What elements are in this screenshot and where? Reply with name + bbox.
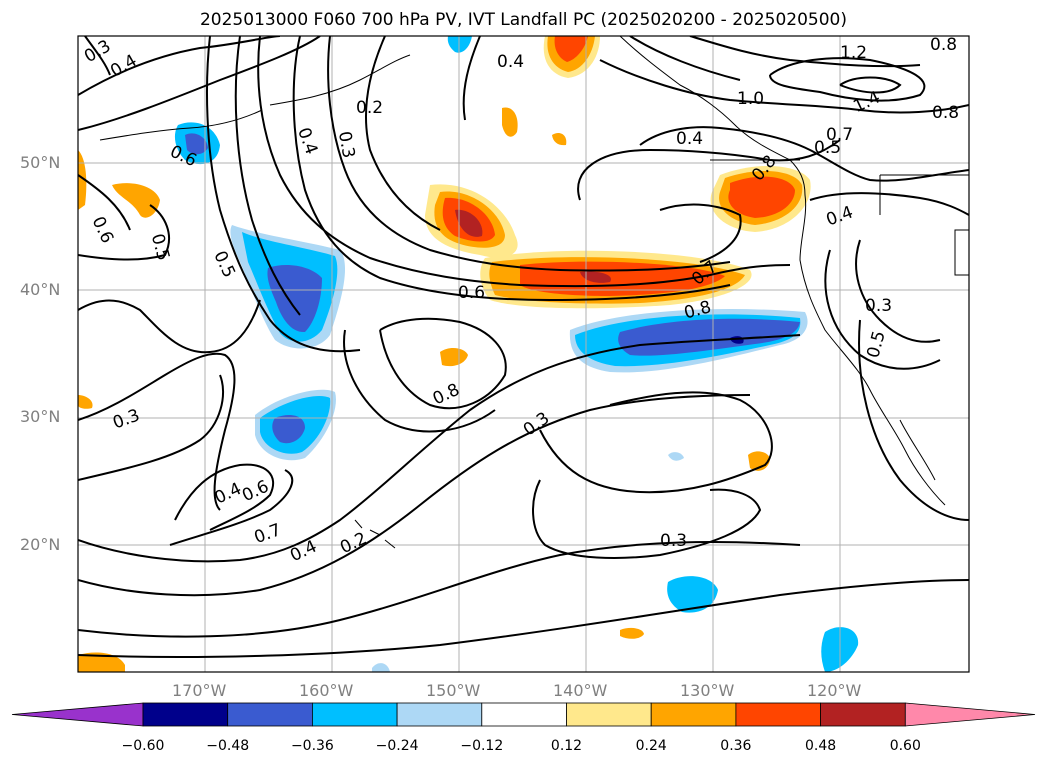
contour-label: 0.3: [865, 296, 892, 316]
contour-label: 0.3: [334, 130, 358, 160]
colorbar-extend-high: [904, 702, 1036, 727]
pos-anomaly-blob: [620, 627, 644, 639]
lat-label-50n: 50°N: [20, 153, 61, 172]
neg-anomaly-blob: [372, 663, 390, 672]
colorbar-tick-label: 0.24: [635, 738, 667, 754]
contour-label: 0.7: [826, 125, 853, 145]
lon-label-120w: 120°W: [807, 681, 862, 700]
map-plot: [78, 36, 969, 672]
colorbar-tick-label: 0.36: [720, 738, 752, 754]
colorbar-segment: [227, 702, 313, 727]
colorbar-tick-label: −0.24: [375, 738, 419, 754]
pos-anomaly-blob: [580, 271, 611, 283]
graticule: [78, 36, 969, 672]
colorbar-segment: [311, 702, 398, 727]
lon-label-150w: 150°W: [426, 681, 481, 700]
contour-label: 1.0: [737, 89, 764, 109]
contour-label: 0.2: [337, 529, 370, 559]
lat-label-40n: 40°N: [20, 280, 61, 299]
pos-anomaly-blob: [78, 652, 125, 672]
pos-anomaly-blob: [78, 395, 93, 409]
pos-anomaly-blob: [455, 209, 483, 237]
neg-anomaly-blob: [272, 415, 305, 444]
neg-anomaly-blob: [618, 318, 800, 356]
contour-label: 1.2: [840, 43, 867, 63]
pos-anomaly-blob: [78, 150, 87, 210]
contour-label: 0.6: [458, 283, 485, 303]
pos-anomaly-blob: [554, 36, 588, 62]
colorbar-tick-label: 0.12: [550, 738, 583, 754]
colorbar-tick-label: −0.12: [460, 738, 504, 754]
colorbar-tick-label: −0.48: [206, 738, 250, 754]
lon-label-170w: 170°W: [172, 681, 227, 700]
pv-contours: [78, 36, 969, 658]
colorbar-segment: [396, 702, 483, 727]
contour-label: 0.6: [88, 214, 118, 247]
neg-anomaly-blob: [447, 36, 472, 53]
colorbar-segment: [650, 702, 737, 727]
pos-anomaly-blob: [112, 183, 160, 218]
colorbar-tick-label: 0.60: [889, 738, 921, 754]
pos-anomaly-blob: [728, 176, 795, 218]
colorbar-segment: [142, 702, 229, 727]
neg-anomaly-blob: [267, 265, 322, 333]
colorbar-extend-low: [11, 702, 144, 727]
lat-label-30n: 30°N: [20, 407, 61, 426]
colorbar-segment: [481, 702, 567, 727]
contour-label: 0.5: [814, 138, 841, 158]
contour-label: 0.6: [239, 477, 272, 507]
lon-label-140w: 140°W: [553, 681, 608, 700]
colorbar-tick-label: 0.48: [805, 738, 837, 754]
contour-label: 0.3: [110, 405, 142, 433]
colorbar-segment: [566, 702, 652, 727]
colorbar-tick-label: −0.36: [290, 738, 334, 754]
pos-anomaly-blob: [440, 348, 468, 367]
neg-anomaly-blob: [667, 576, 718, 613]
lat-label-20n: 20°N: [20, 535, 61, 554]
contour-label: 0.8: [930, 35, 957, 55]
colorbar-tick-label: −0.60: [121, 738, 165, 754]
map-title: 2025013000 F060 700 hPa PV, IVT Landfall…: [199, 10, 847, 30]
contour-label: 0.3: [660, 531, 687, 551]
contour-label: 0.4: [676, 129, 703, 149]
contour-label: 0.5: [863, 329, 889, 360]
contour-label: 0.4: [497, 52, 524, 72]
lon-label-160w: 160°W: [299, 681, 354, 700]
pos-anomaly-blob: [502, 107, 518, 137]
neg-anomaly-blob: [185, 133, 208, 155]
shaded-anomalies: [78, 36, 859, 672]
contour-label: 0.2: [356, 98, 383, 118]
contour-label: 0.4: [824, 202, 856, 230]
colorbar-segment: [735, 702, 822, 727]
contour-label: 0.7: [252, 520, 284, 548]
lon-label-130w: 130°W: [680, 681, 735, 700]
coastlines: [99, 36, 969, 549]
contour-label: 0.8: [932, 103, 959, 123]
plot-border: [77, 35, 970, 673]
contour-label: 0.8: [430, 380, 463, 410]
colorbar-segment: [820, 702, 906, 727]
colorbar: [11, 702, 1036, 727]
pos-anomaly-blob: [552, 133, 567, 146]
contour-label: 0.4: [287, 537, 320, 567]
neg-anomaly-blob: [668, 452, 684, 461]
